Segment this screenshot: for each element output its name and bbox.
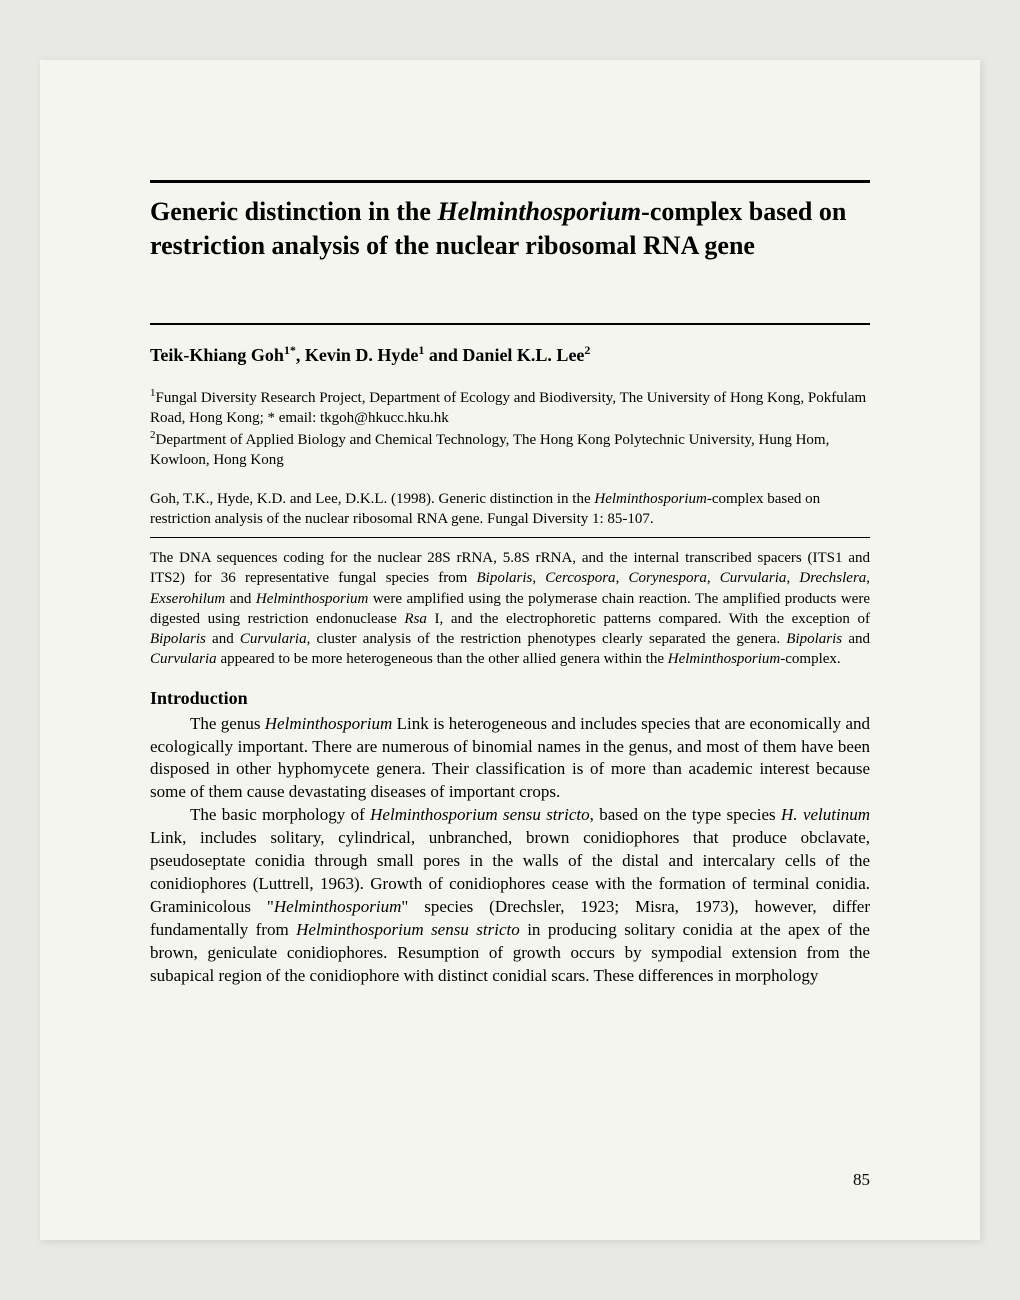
body-text: The genus Helminthosporium Link is heter… [150,713,870,988]
paragraph-2: The basic morphology of Helminthosporium… [150,804,870,988]
citation: Goh, T.K., Hyde, K.D. and Lee, D.K.L. (1… [150,489,870,530]
paragraph-1: The genus Helminthosporium Link is heter… [150,713,870,805]
title-italic: Helminthosporium [437,197,641,226]
page-number: 85 [853,1170,870,1190]
affiliation-1: 1Fungal Diversity Research Project, Depa… [150,386,870,429]
title-rule [150,180,870,183]
title-text-1: Generic distinction in the [150,197,437,226]
paper-title: Generic distinction in the Helminthospor… [150,195,870,263]
abstract: The DNA sequences coding for the nuclear… [150,548,870,670]
abstract-rule [150,537,870,538]
section-heading-introduction: Introduction [150,688,870,709]
affiliations: 1Fungal Diversity Research Project, Depa… [150,386,870,471]
affiliation-2: 2Department of Applied Biology and Chemi… [150,428,870,471]
paper-page: Generic distinction in the Helminthospor… [40,60,980,1240]
authors: Teik-Khiang Goh1*, Kevin D. Hyde1 and Da… [150,343,870,366]
authors-rule [150,323,870,325]
